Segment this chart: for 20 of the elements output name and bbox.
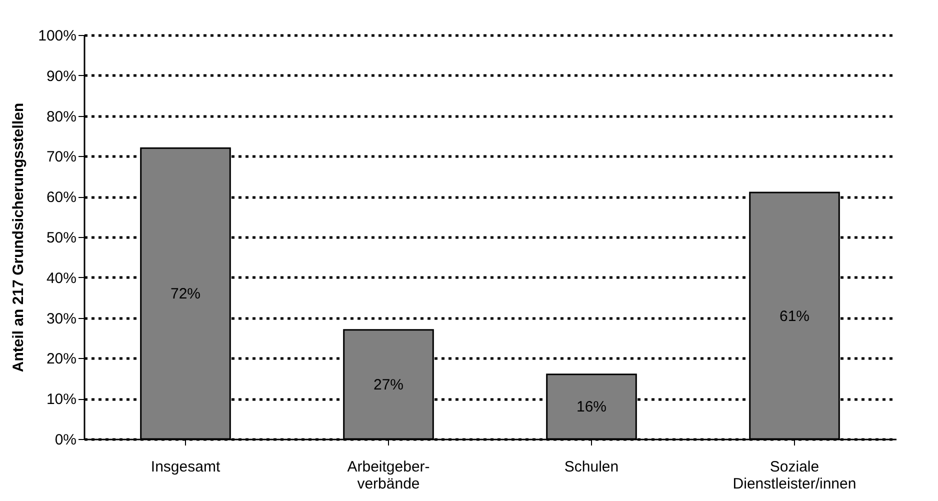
y-tick-label: 80% <box>46 108 76 126</box>
y-tick-label: 0% <box>54 432 76 448</box>
data-label: 16% <box>576 398 607 416</box>
y-tick-label: 30% <box>46 310 76 328</box>
y-tick-label: 60% <box>46 189 76 206</box>
y-tick-label: 20% <box>46 350 76 368</box>
data-label: 72% <box>170 286 201 303</box>
x-tick-label: Arbeitgeber- verbände <box>347 458 430 492</box>
y-axis-title: Anteil an 217 Grundsicherungsstellen <box>10 102 28 372</box>
y-tick-label: 100% <box>38 28 76 44</box>
x-tick-label: Schulen <box>564 458 619 476</box>
x-tick-label: Soziale Dienstleister/innen <box>732 458 856 492</box>
data-label: 27% <box>373 376 404 394</box>
y-tick-label: 10% <box>46 391 76 408</box>
y-tick-label: 70% <box>46 148 76 166</box>
data-label: 61% <box>779 308 810 325</box>
y-tick-label: 90% <box>46 68 76 85</box>
y-tick-label: 40% <box>46 270 76 287</box>
y-tick-label: 50% <box>46 230 76 246</box>
x-tick-label: Insgesamt <box>150 458 221 476</box>
